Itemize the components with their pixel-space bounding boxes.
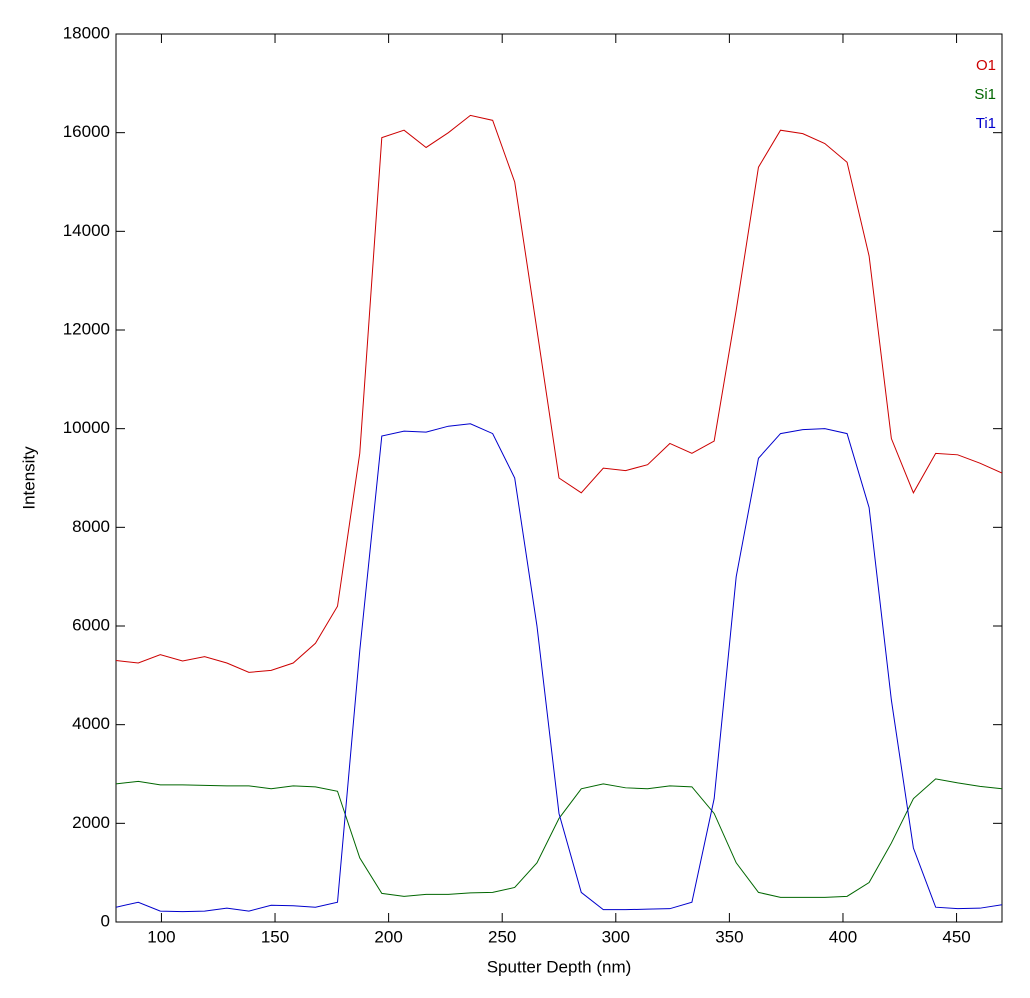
- x-tick-label: 400: [829, 927, 857, 946]
- x-tick-label: 150: [261, 927, 289, 946]
- legend-label: Si1: [974, 86, 996, 103]
- plot-frame: [115, 33, 1003, 923]
- y-tick-label: 0: [101, 911, 110, 930]
- y-tick-label: 4000: [72, 714, 110, 733]
- y-tick-label: 14000: [63, 221, 110, 240]
- legend-label: O1: [976, 57, 996, 74]
- y-tick-label: 12000: [63, 319, 110, 338]
- y-tick-label: 16000: [63, 122, 110, 141]
- x-tick-label: 350: [715, 927, 743, 946]
- series-line: [116, 423, 1002, 913]
- series-line: [116, 114, 1002, 673]
- y-axis-label: Intensity: [19, 446, 38, 510]
- y-tick-label: 2000: [72, 813, 110, 832]
- x-tick-label: 100: [147, 927, 175, 946]
- y-tick-label: 8000: [72, 517, 110, 536]
- legend-label: Ti1: [976, 115, 996, 132]
- y-tick-label: 6000: [72, 615, 110, 634]
- x-tick-label: 200: [374, 927, 402, 946]
- y-tick-label: 18000: [63, 23, 110, 42]
- x-tick-label: 300: [602, 927, 630, 946]
- y-tick-label: 10000: [63, 418, 110, 437]
- x-tick-label: 250: [488, 927, 516, 946]
- x-axis-label: Sputter Depth (nm): [487, 957, 632, 976]
- series-line: [116, 778, 1002, 898]
- series-group: [116, 114, 1002, 913]
- x-tick-label: 450: [942, 927, 970, 946]
